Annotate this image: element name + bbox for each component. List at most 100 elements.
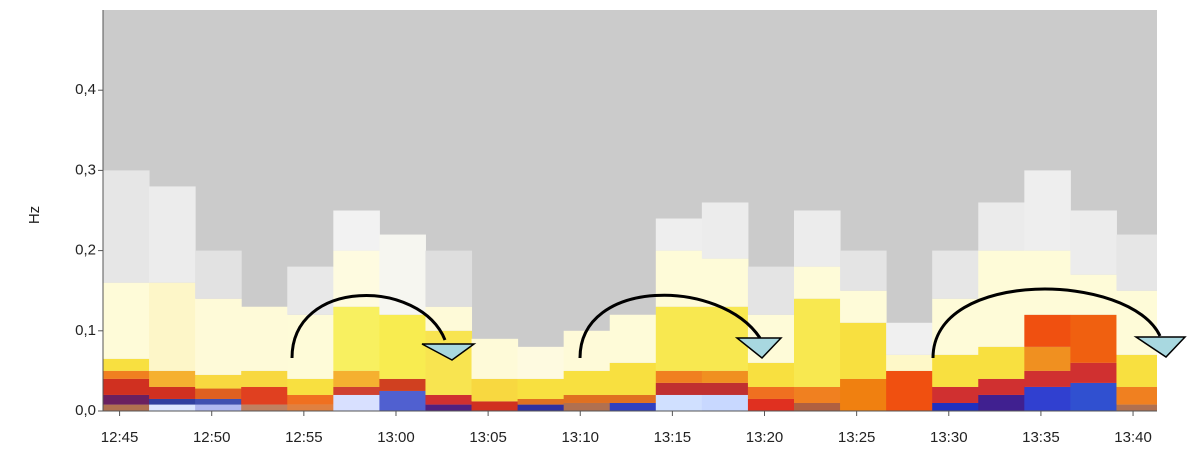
cell	[932, 355, 979, 387]
cell	[1070, 315, 1117, 363]
cell	[794, 211, 841, 267]
cell	[748, 363, 795, 387]
cell	[794, 403, 841, 411]
cell	[103, 359, 150, 371]
cell	[932, 387, 979, 403]
x-tick-label: 13:30	[930, 429, 968, 446]
cell	[333, 387, 380, 395]
x-tick-label: 13:25	[838, 429, 876, 446]
y-tick-label: 0,1	[75, 322, 96, 339]
cell	[195, 389, 242, 399]
x-tick-label: 13:40	[1114, 429, 1152, 446]
cell	[1024, 371, 1071, 387]
x-tick-label: 13:05	[469, 429, 507, 446]
x-tick-label: 13:00	[377, 429, 415, 446]
x-tick-label: 13:10	[561, 429, 599, 446]
x-tick-label: 13:35	[1022, 429, 1060, 446]
cell	[241, 371, 288, 387]
cell	[195, 399, 242, 405]
x-tick-label: 12:55	[285, 429, 323, 446]
cell	[748, 387, 795, 399]
cell	[287, 379, 334, 395]
cell	[610, 403, 657, 411]
cell	[748, 267, 795, 315]
cell	[379, 391, 426, 411]
cell	[518, 379, 565, 399]
cell	[472, 401, 519, 411]
cell	[1024, 347, 1071, 371]
cell	[886, 323, 933, 355]
cell	[425, 405, 472, 411]
cell	[149, 387, 196, 399]
cell	[103, 395, 150, 405]
cell	[748, 399, 795, 411]
cell	[886, 355, 933, 371]
cell	[195, 251, 242, 299]
cell	[472, 339, 519, 379]
cell	[610, 363, 657, 395]
cell	[518, 399, 565, 405]
cell	[1116, 387, 1157, 405]
cell	[1070, 363, 1117, 383]
cell	[425, 331, 472, 395]
cell	[794, 387, 841, 403]
cell	[195, 299, 242, 375]
cell	[103, 283, 150, 359]
cell	[1070, 211, 1117, 275]
cell	[379, 379, 426, 391]
cell	[333, 307, 380, 371]
cell	[840, 251, 887, 291]
cell	[564, 371, 611, 395]
cell	[794, 267, 841, 299]
cell	[287, 405, 334, 411]
cell	[978, 202, 1025, 250]
cell	[149, 371, 196, 387]
cell	[149, 405, 196, 411]
cell	[702, 202, 749, 258]
x-tick-label: 12:45	[101, 429, 139, 446]
cell	[702, 395, 749, 411]
cell	[333, 395, 380, 411]
cell	[610, 315, 657, 363]
cell	[840, 379, 887, 411]
cell	[656, 307, 703, 371]
plot-area	[103, 10, 1158, 411]
cell	[425, 395, 472, 405]
cell	[149, 186, 196, 282]
cell	[518, 347, 565, 379]
cell	[333, 371, 380, 387]
cell	[1024, 387, 1071, 411]
x-tick-label: 13:15	[654, 429, 692, 446]
cell	[932, 299, 979, 355]
cell	[379, 315, 426, 379]
cell	[794, 299, 841, 387]
cell	[287, 395, 334, 405]
cell	[241, 307, 288, 371]
cell	[840, 291, 887, 323]
cell	[472, 379, 519, 401]
cell	[195, 375, 242, 389]
cell	[1116, 355, 1157, 387]
cell	[978, 347, 1025, 379]
cell	[656, 219, 703, 251]
x-tick-label: 12:50	[193, 429, 231, 446]
cell	[656, 383, 703, 395]
cell	[333, 211, 380, 251]
cell	[1024, 315, 1071, 347]
cell	[425, 251, 472, 307]
cell	[840, 323, 887, 379]
cell	[610, 395, 657, 403]
cell	[702, 383, 749, 395]
cell	[1116, 235, 1157, 291]
cell	[103, 170, 150, 282]
y-tick-label: 0,2	[75, 242, 96, 259]
cell	[195, 405, 242, 411]
cell	[564, 331, 611, 371]
cell	[1116, 405, 1157, 411]
cell	[241, 387, 288, 405]
y-tick-label: 0,3	[75, 161, 96, 178]
cell	[241, 405, 288, 411]
cell	[149, 283, 196, 371]
cell	[103, 405, 150, 411]
